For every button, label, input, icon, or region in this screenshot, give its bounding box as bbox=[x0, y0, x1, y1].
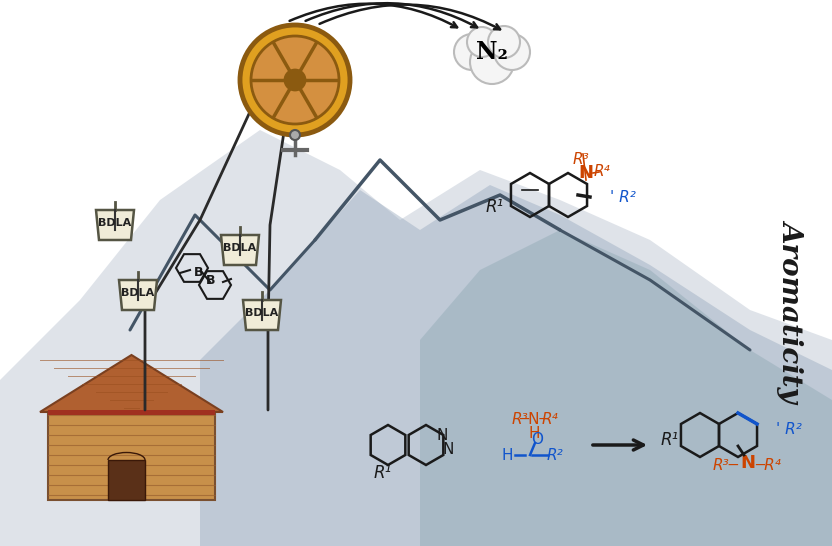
Polygon shape bbox=[200, 185, 832, 546]
Polygon shape bbox=[119, 280, 157, 310]
Polygon shape bbox=[96, 210, 134, 240]
Circle shape bbox=[290, 130, 300, 140]
Text: BDLA: BDLA bbox=[245, 308, 279, 318]
Text: H: H bbox=[528, 425, 540, 441]
Polygon shape bbox=[243, 300, 281, 330]
Text: Aromaticity: Aromaticity bbox=[779, 219, 805, 401]
Text: B: B bbox=[194, 266, 204, 280]
Circle shape bbox=[494, 34, 530, 70]
Text: R¹: R¹ bbox=[374, 464, 392, 482]
Polygon shape bbox=[48, 410, 215, 500]
Text: H: H bbox=[501, 448, 513, 462]
Text: R⁴: R⁴ bbox=[593, 163, 611, 179]
Text: BDLA: BDLA bbox=[121, 288, 155, 298]
Text: R⁴: R⁴ bbox=[542, 412, 558, 428]
Text: R³: R³ bbox=[572, 151, 589, 167]
Circle shape bbox=[251, 36, 339, 124]
Polygon shape bbox=[0, 130, 832, 546]
Polygon shape bbox=[48, 410, 215, 415]
Text: O: O bbox=[531, 432, 543, 448]
Text: R³─: R³─ bbox=[713, 458, 739, 472]
Polygon shape bbox=[221, 235, 259, 265]
Text: B: B bbox=[206, 274, 215, 287]
Circle shape bbox=[470, 40, 514, 84]
Text: ' R²: ' R² bbox=[776, 423, 802, 437]
Text: R¹: R¹ bbox=[661, 431, 679, 449]
Circle shape bbox=[285, 70, 305, 90]
Text: R¹: R¹ bbox=[486, 198, 504, 216]
Circle shape bbox=[240, 25, 350, 135]
Circle shape bbox=[454, 34, 490, 70]
Text: N: N bbox=[740, 454, 755, 472]
Polygon shape bbox=[40, 355, 223, 412]
Text: N: N bbox=[436, 428, 448, 442]
Polygon shape bbox=[420, 230, 832, 546]
Text: N: N bbox=[578, 164, 593, 182]
Text: R²: R² bbox=[547, 448, 563, 462]
Text: BDLA: BDLA bbox=[223, 243, 256, 253]
Text: N₂: N₂ bbox=[476, 40, 508, 64]
Text: ─R⁴: ─R⁴ bbox=[755, 458, 781, 472]
Text: ─N─: ─N─ bbox=[519, 412, 549, 428]
Text: BDLA: BDLA bbox=[98, 218, 131, 228]
Circle shape bbox=[488, 26, 520, 58]
Text: N: N bbox=[443, 442, 453, 458]
Text: ' R²: ' R² bbox=[610, 191, 636, 205]
Circle shape bbox=[467, 27, 497, 57]
Polygon shape bbox=[108, 460, 145, 500]
Text: R³: R³ bbox=[512, 412, 528, 428]
